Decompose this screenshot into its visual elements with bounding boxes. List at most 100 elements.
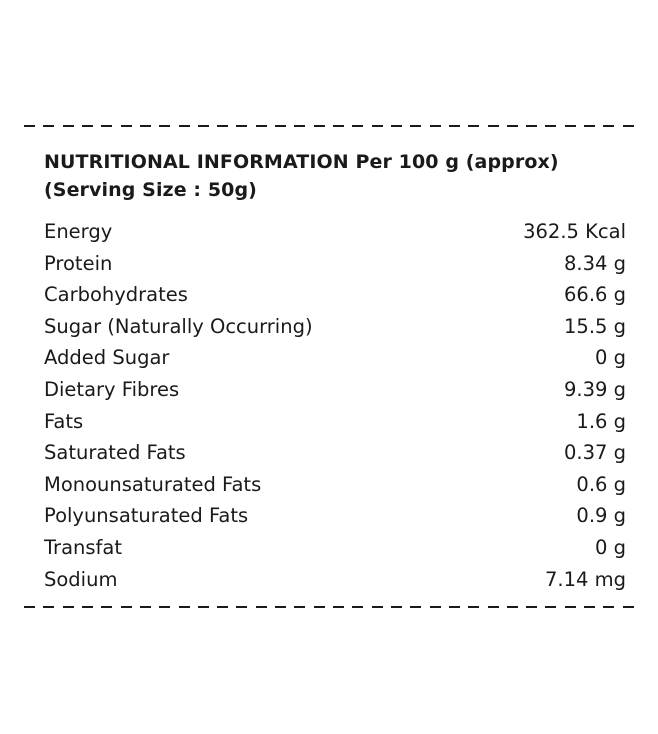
dash-segment (448, 125, 460, 127)
nutrient-name: Carbohydrates (44, 283, 188, 307)
dash-segment (62, 606, 74, 609)
dash-segment (333, 125, 344, 127)
dash-segment (371, 125, 383, 127)
dash-segment (410, 606, 422, 609)
dash-segment (333, 606, 344, 609)
dash-segment (545, 606, 557, 609)
dash-segment (564, 606, 576, 609)
dash-segment (622, 606, 634, 609)
dash-segment (43, 606, 55, 609)
nutrient-name: Fats (44, 409, 84, 433)
dash-segment (294, 606, 306, 609)
dash-segment (236, 606, 248, 609)
nutrient-value: 8.34 g (564, 251, 626, 275)
dash-segment (159, 125, 171, 127)
dash-segment (468, 125, 480, 127)
nutrient-value: 15.5 g (564, 314, 626, 338)
dash-segment (139, 606, 151, 609)
dash-segment (603, 606, 615, 609)
nutrient-name: Dietary Fibres (44, 377, 180, 401)
nutrition-row-transfat: Transfat 0 g (44, 532, 626, 564)
dash-segment (603, 125, 615, 127)
nutrition-row-carbohydrates: Carbohydrates 66.6 g (44, 279, 626, 311)
dash-segment (159, 606, 171, 609)
nutrient-value: 0.37 g (564, 441, 626, 465)
nutrition-row-sugar: Sugar (Naturally Occurring) 15.5 g (44, 311, 626, 343)
nutrient-value: 0.6 g (576, 472, 626, 496)
nutrition-row-protein: Protein 8.34 g (44, 248, 626, 280)
dash-segment (217, 125, 229, 127)
dash-segment (313, 125, 325, 127)
nutrition-row-sodium: Sodium 7.14 mg (44, 564, 626, 596)
dash-segment (371, 606, 383, 609)
dash-segment (352, 606, 364, 609)
nutrient-name: Saturated Fats (44, 441, 186, 465)
dash-segment (139, 125, 151, 127)
bottom-dashed-divider (24, 599, 634, 615)
nutrition-table: Energy 362.5 Kcal Protein 8.34 g Carbohy… (24, 216, 634, 595)
nutrient-name: Transfat (44, 535, 122, 559)
dash-segment (487, 606, 499, 609)
dash-segment (255, 606, 267, 609)
dash-segment (81, 606, 93, 609)
dash-segment (448, 606, 460, 609)
nutrient-value: 362.5 Kcal (523, 220, 626, 243)
dash-segment (217, 606, 229, 609)
dash-segment (197, 606, 209, 609)
dash-segment (24, 606, 35, 609)
dash-segment (81, 125, 93, 127)
nutrition-row-dietary-fibres: Dietary Fibres 9.39 g (44, 374, 626, 406)
dash-segment (352, 125, 364, 127)
nutrition-row-saturated-fats: Saturated Fats 0.37 g (44, 437, 626, 469)
dash-segment (506, 606, 518, 609)
top-dashed-divider (24, 118, 634, 134)
nutrient-value: 0 g (595, 535, 626, 559)
dash-segment (43, 125, 55, 127)
nutrient-name: Added Sugar (44, 346, 170, 370)
dash-segment (584, 125, 596, 127)
nutrient-name: Sugar (Naturally Occurring) (44, 314, 313, 338)
dash-segment (197, 125, 209, 127)
dash-segment (564, 125, 576, 127)
dash-segment (526, 606, 538, 609)
dash-segment (178, 125, 190, 127)
dash-segment (24, 125, 35, 127)
nutrient-value: 9.39 g (564, 377, 626, 401)
nutrient-name: Polyunsaturated Fats (44, 504, 249, 528)
dash-segment (545, 125, 557, 127)
dash-segment (468, 606, 480, 609)
dash-segment (120, 125, 132, 127)
nutrient-value: 0 g (595, 346, 626, 370)
nutrition-row-added-sugar: Added Sugar 0 g (44, 342, 626, 374)
nutrient-name: Energy (44, 220, 113, 243)
dash-segment (622, 125, 634, 127)
dash-segment (294, 125, 306, 127)
dash-segment (275, 125, 287, 127)
dash-segment (236, 125, 248, 127)
nutrient-name: Protein (44, 251, 113, 275)
nutrient-value: 66.6 g (564, 283, 626, 307)
nutrition-row-polyunsaturated-fats: Polyunsaturated Fats 0.9 g (44, 500, 626, 532)
nutrition-row-monounsaturated-fats: Monounsaturated Fats 0.6 g (44, 469, 626, 501)
nutrient-value: 7.14 mg (545, 567, 626, 591)
dash-segment (390, 606, 402, 609)
dash-segment (429, 606, 441, 609)
dash-segment (255, 125, 267, 127)
dash-segment (487, 125, 499, 127)
nutrition-info-panel: NUTRITIONAL INFORMATION Per 100 g (appro… (24, 118, 634, 615)
serving-size: (Serving Size : 50g) (44, 179, 257, 201)
nutrition-heading: NUTRITIONAL INFORMATION Per 100 g (appro… (24, 148, 634, 204)
dash-segment (390, 125, 402, 127)
nutrient-name: Monounsaturated Fats (44, 472, 262, 496)
dash-segment (101, 125, 113, 127)
dash-segment (410, 125, 422, 127)
nutrient-value: 0.9 g (576, 504, 626, 528)
nutrition-title: NUTRITIONAL INFORMATION Per 100 g (appro… (44, 151, 559, 173)
nutrient-value: 1.6 g (576, 409, 626, 433)
dash-segment (178, 606, 190, 609)
dash-segment (120, 606, 132, 609)
nutrition-row-fats: Fats 1.6 g (44, 406, 626, 438)
dash-segment (584, 606, 596, 609)
nutrition-row-energy: Energy 362.5 Kcal (44, 216, 626, 248)
dash-segment (506, 125, 518, 127)
